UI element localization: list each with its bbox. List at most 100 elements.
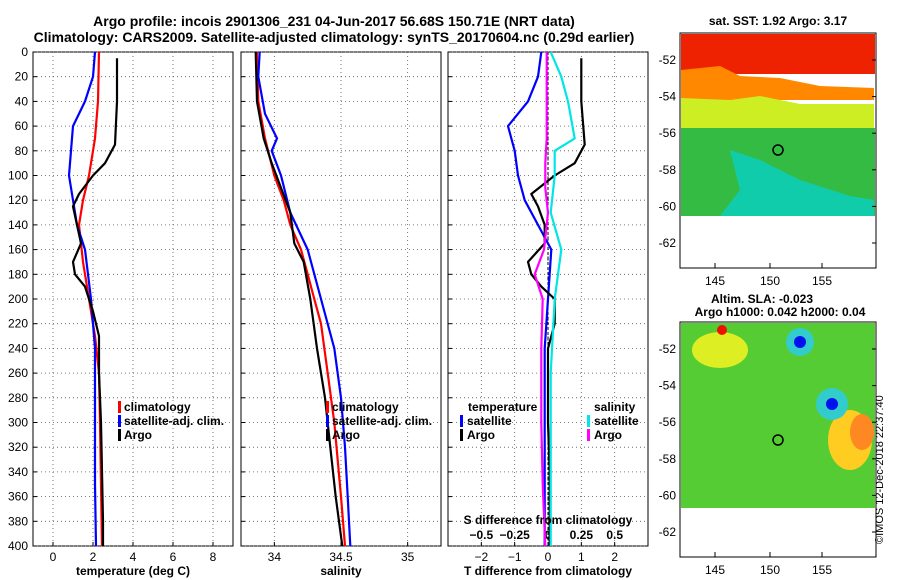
difference-legend-temperature: temperature satellite Argo [460, 400, 538, 442]
series-line-argo [254, 51, 344, 547]
y-tick-label: 280 [8, 391, 28, 405]
title-line1: Argo profile: incois 2901306_231 04-Jun-… [93, 13, 575, 29]
map-y-tick-label: -56 [659, 126, 677, 140]
legend-title-salinity: salinity [594, 400, 636, 414]
sla-map-title-line1: Altim. SLA: -0.023 [711, 292, 813, 306]
legend-label-s-argo: Argo [594, 428, 622, 442]
legend-swatch-t-argo [460, 429, 463, 441]
legend-swatch-satellite [326, 415, 329, 427]
x-tick-label: 1 [578, 550, 585, 564]
sub-x-tick-label: 0.25 [570, 528, 594, 542]
sub-x-tick-label: −0.25 [499, 528, 530, 542]
legend-swatch-satellite [118, 415, 121, 427]
x-tick-label: 34.5 [329, 550, 353, 564]
series-line-t-satellite [506, 51, 553, 546]
map-x-tick-label: 150 [760, 274, 780, 288]
legend-label-argo: Argo [124, 428, 152, 442]
legend-swatch-climatology [326, 401, 329, 413]
legend-label-satellite: satellite-adj. clim. [332, 414, 432, 428]
sst-orange-zone [681, 66, 874, 100]
map-y-tick-label: -58 [659, 452, 677, 466]
salinity-diff-label: S difference from climatology [464, 513, 633, 527]
map-y-tick-label: -60 [659, 199, 677, 213]
sla-red-spot [717, 325, 727, 335]
legend-swatch-s-argo [587, 429, 590, 441]
y-tick-label: 60 [15, 119, 29, 133]
legend-swatch-climatology [118, 401, 121, 413]
sub-x-tick-label: −0.5 [469, 528, 493, 542]
sla-orange-patch [850, 414, 874, 450]
sst-map: 145 150 155 -52 -54 -56 -58 -60 -62 [659, 32, 877, 288]
map-y-tick-label: -54 [659, 90, 677, 104]
legend-label-argo: Argo [332, 428, 360, 442]
title-line2: Climatology: CARS2009. Satellite-adjuste… [33, 29, 635, 45]
map-y-tick-label: -56 [659, 415, 677, 429]
sub-x-tick-label: 0.5 [606, 528, 623, 542]
difference-xlabel: T difference from climatology [464, 564, 632, 578]
sla-nodata-area [681, 508, 875, 556]
legend-swatch-t-satellite [460, 415, 463, 427]
series-line-s-argo [533, 52, 550, 547]
sst-argo-marker [772, 144, 784, 156]
x-tick-label: 2 [611, 550, 618, 564]
sla-argo-marker [772, 434, 784, 446]
salinity-xlabel: salinity [320, 564, 362, 578]
y-tick-label: 80 [15, 144, 29, 158]
sla-map: 145 150 155 -52 -54 -56 -58 -60 -62 [659, 321, 877, 577]
y-tick-label: 200 [8, 292, 28, 306]
x-tick-label: 6 [170, 550, 177, 564]
sst-nodata-area [681, 216, 875, 267]
temperature-legend: climatology satellite-adj. clim. Argo [118, 400, 224, 442]
legend-swatch-argo [118, 429, 121, 441]
y-tick-label: 400 [8, 539, 28, 553]
map-y-tick-label: -62 [659, 525, 677, 539]
y-tick-label: 20 [15, 70, 29, 84]
map-x-tick-label: 145 [705, 274, 725, 288]
y-tick-label: 340 [8, 465, 28, 479]
series-line-argo [71, 58, 119, 546]
x-tick-label: 0 [50, 550, 57, 564]
legend-label-climatology: climatology [332, 400, 399, 414]
y-tick-label: 240 [8, 341, 28, 355]
sla-blue-eddy [794, 336, 806, 348]
y-tick-label: 260 [8, 366, 28, 380]
temperature-xlabel: temperature (deg C) [76, 564, 190, 578]
legend-label-climatology: climatology [124, 400, 191, 414]
map-x-tick-label: 145 [705, 563, 725, 577]
y-tick-label: 40 [15, 94, 29, 108]
difference-legend-salinity: salinity satellite Argo [587, 400, 639, 442]
map-y-tick-label: -52 [659, 342, 677, 356]
y-tick-label: 100 [8, 169, 28, 183]
sst-yellow-zone [681, 96, 874, 130]
map-y-tick-label: -58 [659, 163, 677, 177]
y-tick-label: 160 [8, 243, 28, 257]
x-tick-label: 2 [90, 550, 97, 564]
sla-yellow-patch [692, 332, 748, 368]
y-tick-label: 380 [8, 514, 28, 528]
sst-cyan-zone [720, 150, 874, 216]
series-line-t-argo [526, 58, 586, 546]
map-x-tick-label: 155 [812, 563, 832, 577]
y-tick-label: 180 [8, 267, 28, 281]
x-tick-label: −2 [474, 550, 488, 564]
y-tick-label: 300 [8, 416, 28, 430]
salinity-legend: climatology satellite-adj. clim. Argo [326, 400, 432, 442]
y-tick-label: 360 [8, 490, 28, 504]
y-tick-label: 140 [8, 218, 28, 232]
x-tick-label: 4 [130, 550, 137, 564]
y-tick-label: 320 [8, 440, 28, 454]
sla-map-title-line2: Argo h1000: 0.042 h2000: 0.04 [695, 305, 866, 319]
legend-title-temperature: temperature [468, 400, 538, 414]
y-tick-label: 0 [21, 45, 28, 59]
map-y-tick-label: -52 [659, 53, 677, 67]
legend-label-t-argo: Argo [467, 428, 495, 442]
x-tick-label: −1 [508, 550, 522, 564]
y-tick-label: 120 [8, 193, 28, 207]
sla-blue-eddy [826, 398, 838, 410]
sst-map-title: sat. SST: 1.92 Argo: 3.17 [709, 14, 848, 28]
x-tick-label: 34 [268, 550, 282, 564]
series-line-satellite-adj-clim- [257, 51, 352, 547]
legend-label-t-satellite: satellite [467, 414, 512, 428]
map-x-tick-label: 150 [760, 563, 780, 577]
